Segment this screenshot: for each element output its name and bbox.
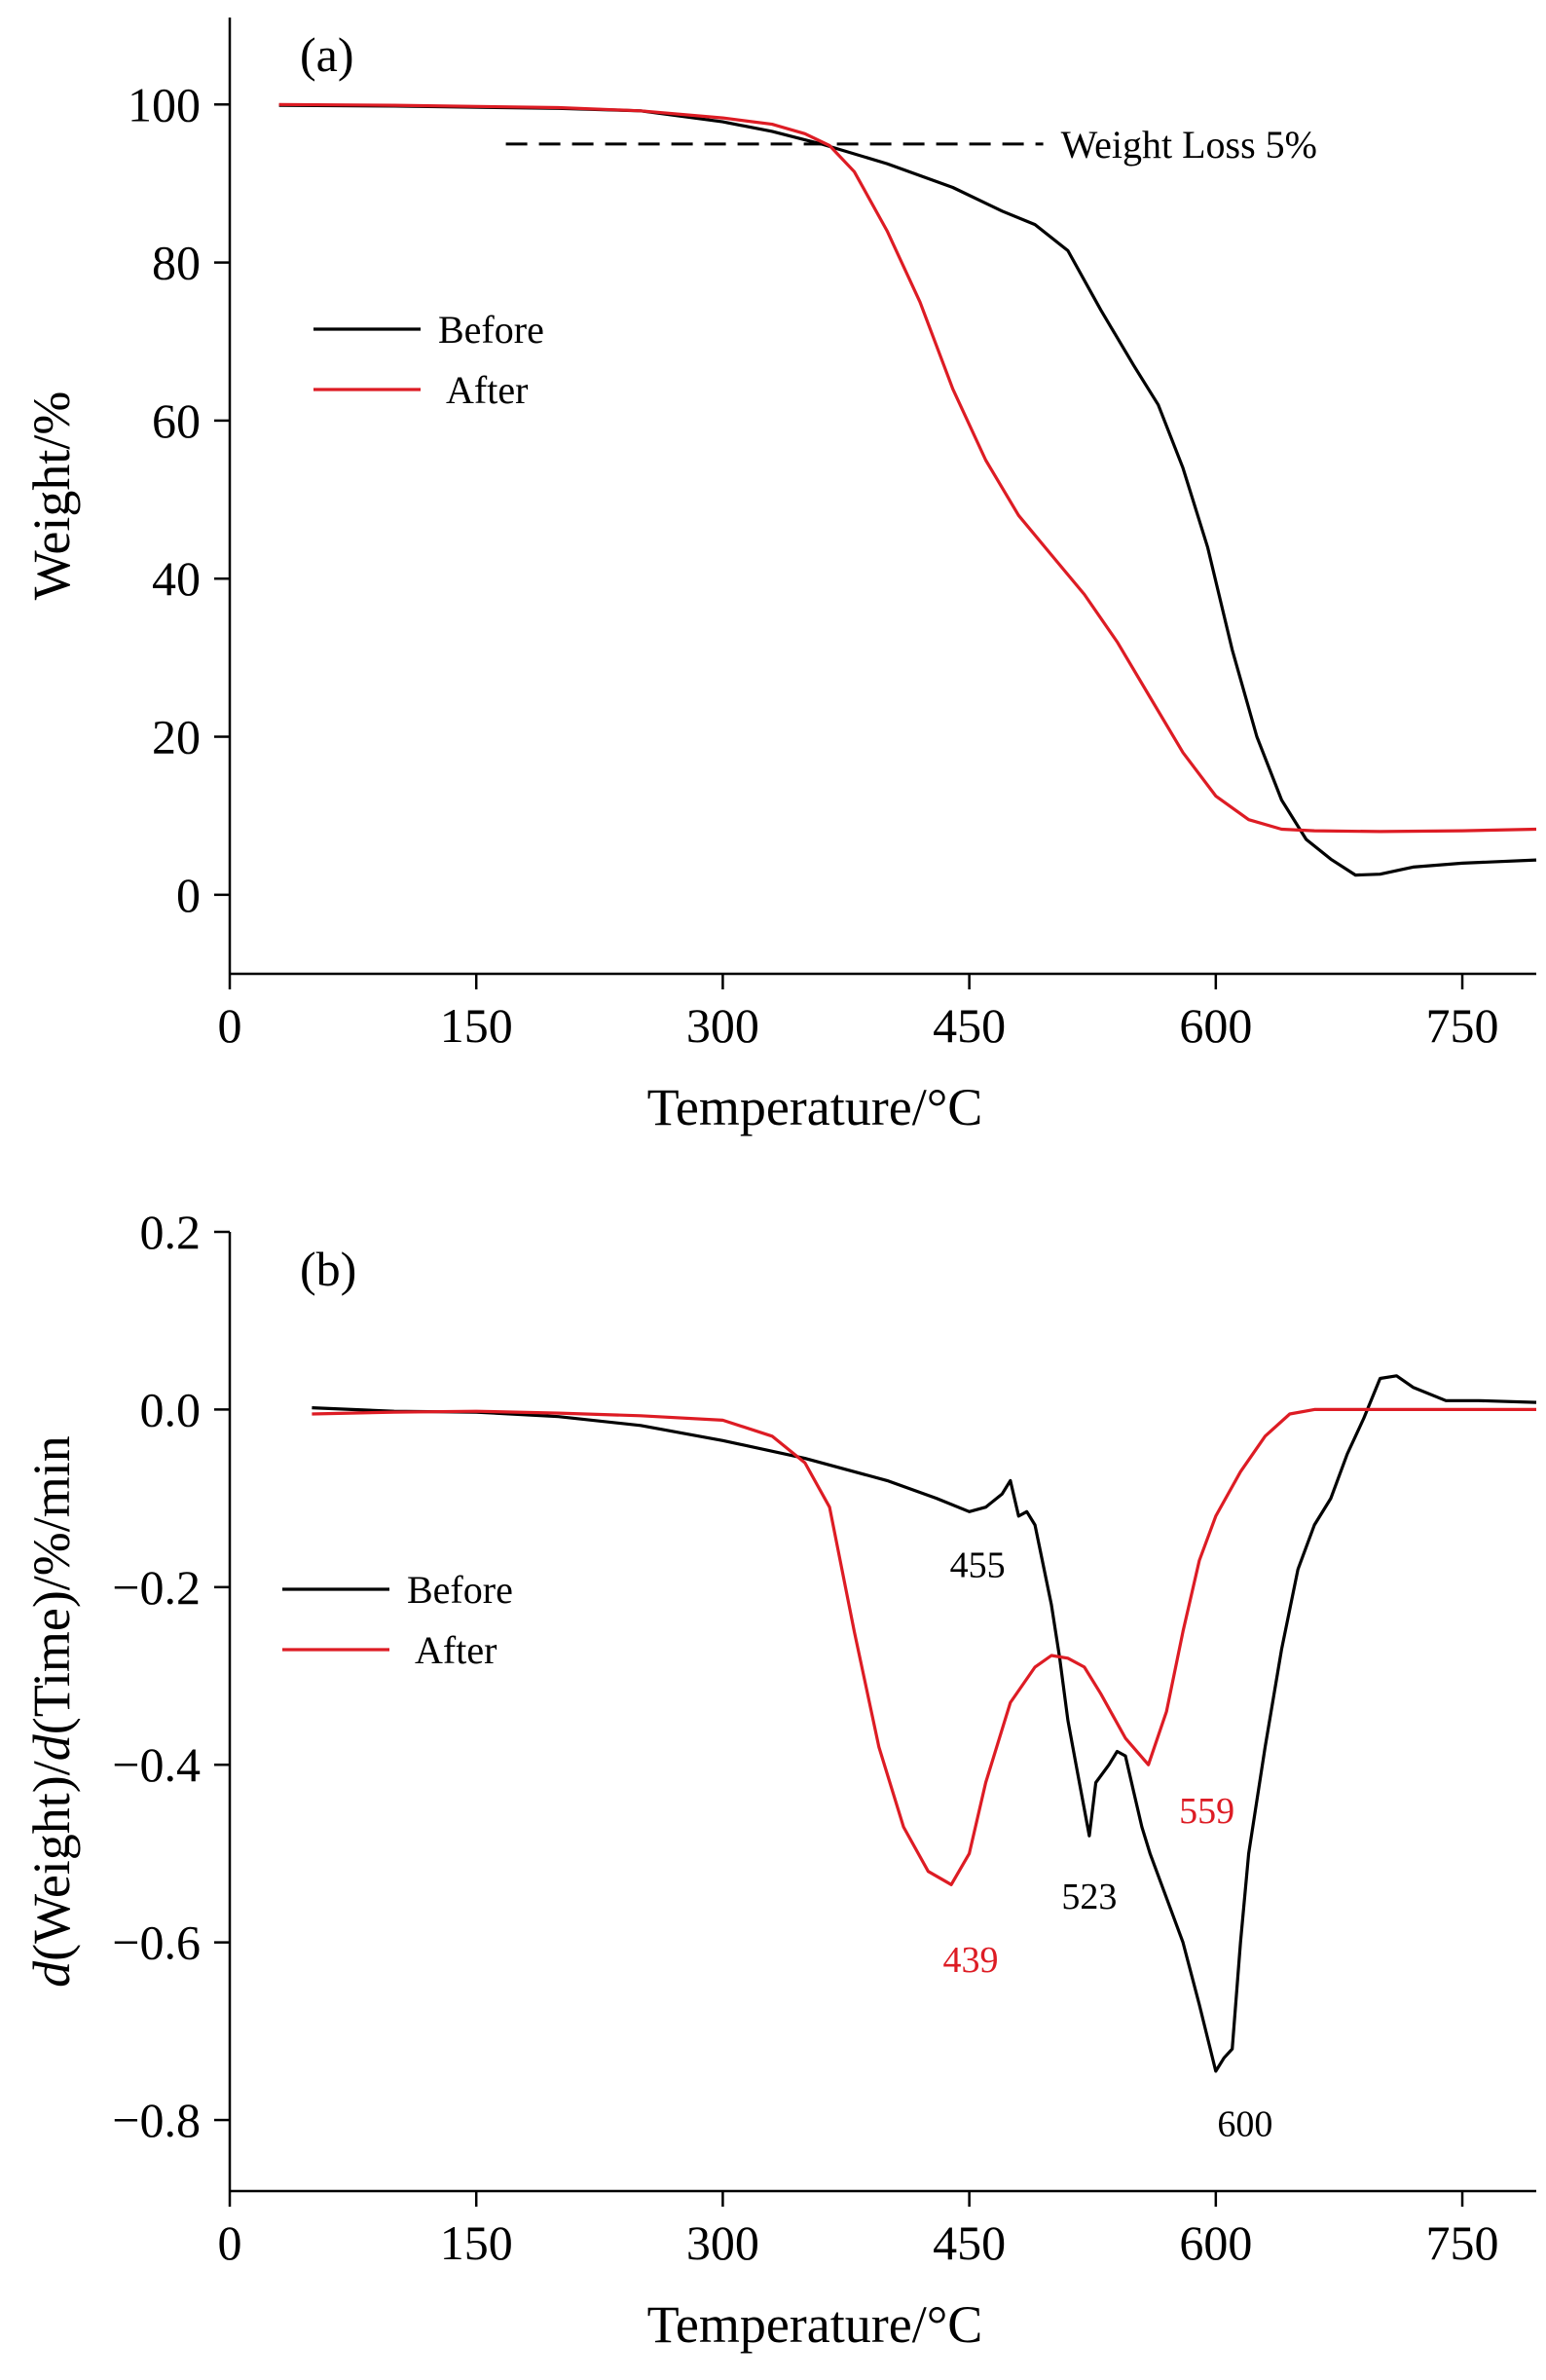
- legend-label-after: After: [415, 1628, 497, 1672]
- x-tick-label: 600: [1179, 2215, 1252, 2270]
- x-tick-label: 0: [218, 998, 242, 1053]
- y-tick-label: 40: [152, 551, 201, 606]
- panel-a-weight-chart: 0 150 300 450 600 750 0 20 40 60 80 100 Temperature/…: [22, 18, 1537, 1136]
- x-tick-label: 150: [440, 2215, 513, 2270]
- y-axis-title: Weight/%: [22, 391, 81, 601]
- series-line-after: [278, 102, 1537, 834]
- y-tick-label: 100: [128, 77, 201, 131]
- y-axis-title-part: (Time)/%/min: [22, 1435, 81, 1734]
- series-line-before: [278, 103, 1537, 877]
- peak-label-455: 455: [950, 1545, 1006, 1586]
- y-tick-label: −0.6: [112, 1915, 201, 1970]
- y-axis-title-part: d: [22, 1733, 81, 1761]
- x-axis-title: Temperature/°C: [647, 1078, 983, 1136]
- peak-label-600: 600: [1217, 2103, 1272, 2144]
- x-tick-label: 300: [686, 2215, 759, 2270]
- y-tick-label: 0.2: [140, 1205, 202, 1259]
- x-tick-label: 600: [1179, 998, 1252, 1053]
- x-tick-label: 450: [933, 2215, 1006, 2270]
- y-tick-label: −0.8: [112, 2093, 201, 2147]
- y-axis-title-part: d: [22, 1960, 81, 1988]
- legend-label-before: Before: [407, 1568, 513, 1612]
- x-tick-label: 450: [933, 998, 1006, 1053]
- peak-label-439: 439: [943, 1940, 999, 1981]
- x-tick-label: 0: [218, 2215, 242, 2270]
- x-tick-label: 300: [686, 998, 759, 1053]
- peak-label-523: 523: [1061, 1877, 1117, 1917]
- x-tick-label: 150: [440, 998, 513, 1053]
- weight-loss-5-label: Weight Loss 5%: [1061, 123, 1317, 167]
- x-tick-label: 750: [1426, 998, 1499, 1053]
- y-tick-label: −0.4: [112, 1737, 201, 1792]
- legend-label-after: After: [446, 368, 528, 412]
- y-tick-label: 0.0: [140, 1382, 202, 1436]
- legend-label-before: Before: [438, 308, 544, 352]
- y-tick-label: 80: [152, 236, 201, 290]
- series-line-after: [312, 1407, 1536, 1886]
- y-tick-label: 20: [152, 710, 201, 764]
- y-axis-title-part: (Weight)/: [22, 1761, 81, 1961]
- panel-b-derivative-chart: 0 150 300 450 600 750 0.2 0.0 −0.2 −0.4 −0.6 −0.8 Te…: [22, 1205, 1537, 2354]
- y-tick-label: 60: [152, 393, 201, 448]
- x-tick-label: 750: [1426, 2215, 1499, 2270]
- peak-label-559: 559: [1179, 1791, 1234, 1832]
- series-line-before: [312, 1374, 1537, 2073]
- panel-label: (a): [300, 27, 354, 82]
- y-tick-label: −0.2: [112, 1560, 201, 1615]
- panel-label: (b): [300, 1242, 356, 1296]
- x-axis-title: Temperature/°C: [647, 2295, 983, 2354]
- y-tick-label: 0: [176, 868, 201, 922]
- y-axis-title: d(Weight)/d(Time)/%/min: [22, 1435, 81, 1988]
